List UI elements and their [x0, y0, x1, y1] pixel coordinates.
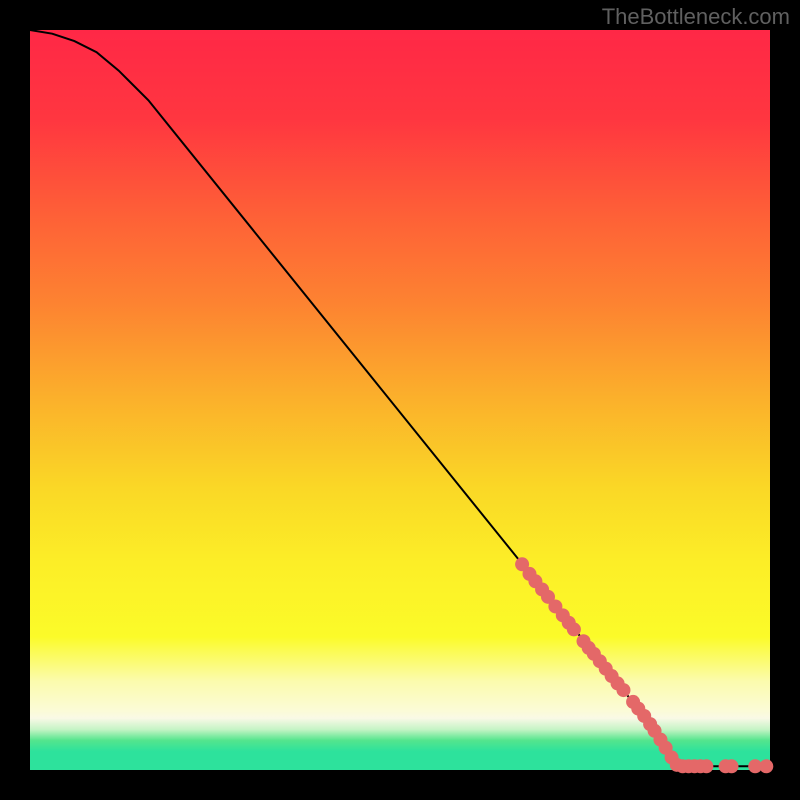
- chart-svg: [0, 0, 800, 800]
- chart-container: TheBottleneck.com: [0, 0, 800, 800]
- scatter-marker: [616, 683, 630, 697]
- scatter-marker: [759, 759, 773, 773]
- plot-gradient-background: [30, 30, 770, 770]
- scatter-marker: [567, 622, 581, 636]
- scatter-marker: [725, 759, 739, 773]
- scatter-marker: [699, 759, 713, 773]
- attribution-text: TheBottleneck.com: [602, 4, 790, 30]
